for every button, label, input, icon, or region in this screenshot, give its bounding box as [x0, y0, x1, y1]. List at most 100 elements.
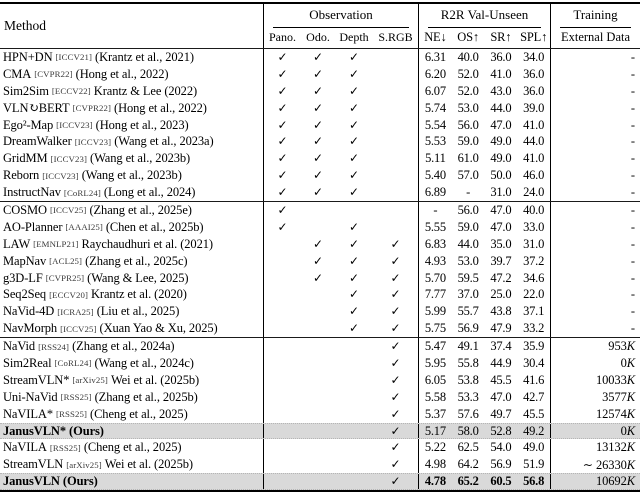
- venue-tag[interactable]: [RSS25]: [55, 409, 87, 420]
- citation-link[interactable]: (Zhang et al., 2024a): [72, 339, 175, 354]
- metric-value: 5.53: [424, 134, 446, 149]
- citation-link[interactable]: (Hong et al., 2022): [114, 100, 207, 115]
- observation-cell: ✓: [335, 134, 373, 149]
- observation-cell: ✓: [373, 287, 418, 302]
- venue-tag[interactable]: [arXiv25]: [72, 375, 108, 386]
- venue-tag[interactable]: [ECCV20]: [49, 289, 88, 300]
- metric-value: 7.77: [424, 287, 446, 302]
- observation-cell: ✓: [373, 457, 418, 472]
- citation-link[interactable]: (Hong et al., 2023): [95, 117, 189, 132]
- venue-tag[interactable]: [ECCV22]: [51, 86, 91, 97]
- venue-tag[interactable]: [RSS25]: [49, 442, 81, 453]
- check-icon: ✓: [312, 83, 324, 98]
- observation-cell: ✓: [373, 321, 418, 336]
- observation-cells: ✓: [264, 474, 419, 490]
- metric-value: 5.17: [424, 423, 446, 438]
- venue-tag[interactable]: [RSS24]: [38, 341, 70, 352]
- observation-cell: ✓: [373, 407, 418, 422]
- metric-value: 31.0: [523, 236, 545, 251]
- citation-link[interactable]: (Xuan Yao & Xu, 2025): [99, 321, 218, 336]
- venue-tag[interactable]: [EMNLP21]: [33, 239, 79, 250]
- venue-tag[interactable]: [ICCV25]: [49, 205, 87, 216]
- citation-link[interactable]: (Zhang et al., 2025c): [85, 253, 188, 268]
- citation-link[interactable]: (Cheng et al., 2025): [83, 440, 182, 455]
- citation-link[interactable]: Wei et al. (2025b): [104, 457, 193, 472]
- citation-link[interactable]: Wei et al. (2025b): [110, 372, 200, 387]
- external-data-cell: -: [630, 168, 635, 183]
- observation-cells: ✓: [264, 405, 419, 423]
- metric-value: 5.75: [424, 321, 446, 336]
- table-row: JanusVLN* (Ours) ✓ 5.17 58.0 52.8 49.2 0K: [0, 422, 640, 440]
- bottom-rule: [0, 490, 640, 493]
- citation-link[interactable]: (Liu et al., 2025): [96, 304, 180, 319]
- observation-cell: ✓: [335, 220, 373, 235]
- venue-tag[interactable]: [ICCV23]: [42, 170, 79, 181]
- citation-link[interactable]: (Hong et al., 2022): [75, 66, 169, 81]
- citation-link[interactable]: (Wang et al., 2023b): [90, 151, 191, 166]
- external-data-cell: 13132K: [595, 440, 635, 455]
- method-cell: Reborn [ICCV23] (Wang et al., 2023b): [0, 167, 264, 185]
- venue-tag[interactable]: [arXiv25]: [66, 459, 102, 470]
- metric-value: 22.0: [523, 287, 545, 302]
- check-icon: ✓: [348, 151, 360, 166]
- metric-value: 53.3: [457, 389, 479, 404]
- observation-cells: ✓ ✓ ✓: [264, 116, 419, 134]
- metric-value: 37.4: [490, 339, 512, 354]
- citation-link[interactable]: (Krantz et al., 2021): [95, 49, 194, 64]
- citation-link[interactable]: Krantz et al. (2020): [90, 287, 187, 302]
- method-name: JanusVLN (Ours): [3, 474, 98, 489]
- group-separator-2: [0, 337, 640, 339]
- col-header-srgb: S.RGB: [378, 30, 413, 44]
- check-icon: ✓: [277, 83, 288, 98]
- observation-cell: ✓: [373, 373, 418, 388]
- citation-link[interactable]: (Long et al., 2024): [103, 185, 196, 200]
- observation-cells: ✓ ✓ ✓: [264, 252, 419, 270]
- citation-link[interactable]: Krantz & Lee (2022): [93, 83, 198, 98]
- venue-tag[interactable]: [AAAI25]: [65, 222, 103, 233]
- metric-value: 37.2: [523, 253, 545, 268]
- citation-link[interactable]: (Wang et al., 2024c): [94, 355, 194, 370]
- thousand-suffix: K: [626, 389, 635, 404]
- citation-link[interactable]: Raychaudhuri et al. (2021): [81, 236, 213, 251]
- observation-cells: ✓: [264, 338, 419, 356]
- metric-value: 24.0: [523, 185, 545, 200]
- external-data-cell: -: [630, 83, 635, 98]
- venue-tag[interactable]: [CVPR22]: [34, 69, 73, 80]
- citation-link[interactable]: (Wang et al., 2023a): [114, 134, 214, 149]
- observation-cells: ✓ ✓ ✓: [264, 49, 419, 66]
- venue-tag[interactable]: [ICCV23]: [50, 153, 88, 164]
- citation-link[interactable]: (Cheng et al., 2025): [90, 406, 188, 421]
- venue-tag[interactable]: [ICCV23]: [74, 136, 112, 147]
- citation-link[interactable]: (Chen et al., 2025b): [105, 219, 204, 234]
- venue-tag[interactable]: [CVPR22]: [72, 103, 111, 114]
- venue-tag[interactable]: [ICCV25]: [60, 323, 97, 334]
- venue-tag[interactable]: [CoRL24]: [63, 187, 101, 198]
- metric-value: 6.07: [424, 83, 446, 98]
- citation-link[interactable]: (Zhang et al., 2025e): [89, 202, 192, 217]
- citation-link[interactable]: (Wang et al., 2023b): [81, 168, 182, 183]
- citation-link[interactable]: (Zhang et al., 2025b): [94, 389, 198, 404]
- venue-tag[interactable]: [CoRL24]: [54, 358, 92, 369]
- venue-tag[interactable]: [CVPR25]: [45, 273, 85, 284]
- venue-tag[interactable]: [ICRA25]: [57, 306, 94, 317]
- table-row: HPN+DN [ICCV21] (Krantz et al., 2021) ✓ ✓ ✓ 6.…: [0, 49, 640, 66]
- table-row: Reborn [ICCV23] (Wang et al., 2023b) ✓ ✓ ✓ 5.4…: [0, 167, 640, 185]
- metric-value: 47.0: [490, 117, 512, 132]
- external-data-cell: -: [630, 321, 635, 336]
- metric-value: 49.1: [457, 339, 479, 354]
- venue-tag[interactable]: [ICCV21]: [55, 52, 92, 63]
- thousand-suffix: K: [626, 355, 635, 370]
- venue-tag[interactable]: [ICCV23]: [56, 120, 93, 130]
- citation-link[interactable]: (Wang & Lee, 2025): [87, 270, 189, 285]
- observation-cell: ✓: [373, 254, 418, 269]
- observation-cell: ✓: [264, 168, 301, 183]
- check-icon: ✓: [348, 100, 360, 115]
- observation-cell: ✓: [373, 271, 418, 286]
- thousand-suffix: K: [626, 440, 635, 455]
- check-icon: ✓: [348, 304, 360, 319]
- metric-cells: 6.05 53.8 45.5 41.6: [419, 371, 551, 389]
- thousand-suffix: K: [626, 372, 635, 387]
- method-cell: NaVILA* [RSS25] (Cheng et al., 2025): [0, 405, 264, 423]
- venue-tag[interactable]: [RSS25]: [60, 392, 92, 403]
- venue-tag[interactable]: [ACL25]: [49, 256, 83, 267]
